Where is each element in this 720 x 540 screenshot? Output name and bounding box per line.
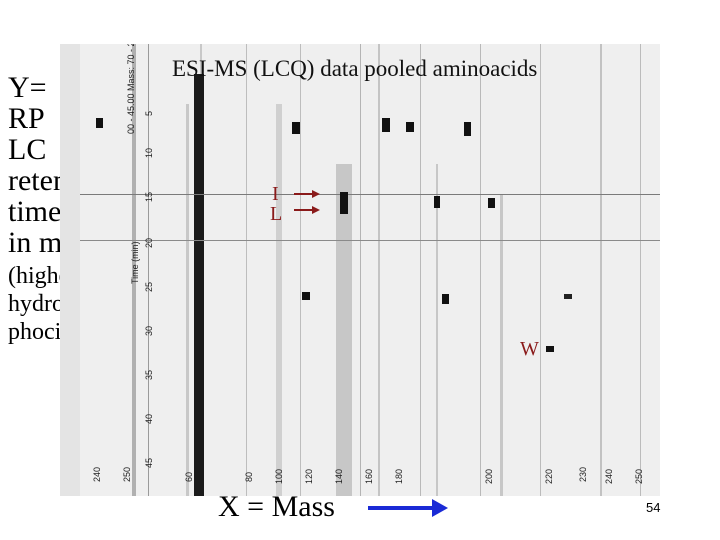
x-arrow-icon [368, 499, 448, 517]
lcms-plot: 00 - 45.00 Mass: 70 - 250 NL: 2.93E7 Tim… [60, 44, 660, 496]
x-tick-label: 180 [394, 468, 404, 484]
plot-title: ESI-MS (LCQ) data pooled aminoacids [172, 56, 538, 81]
x-extra-label: 240 [92, 466, 102, 482]
y-axis-header: 00 - 45.00 Mass: 70 - 250 NL: 2.93E7 [126, 44, 136, 134]
x-tick-label: 220 [544, 468, 554, 484]
annotation-l: L [270, 203, 283, 225]
y-tick-label: 40 [144, 413, 154, 424]
x-tick-label: 200 [484, 468, 494, 484]
x-right-label: 230 [578, 466, 588, 482]
x-tick-label: 160 [364, 468, 374, 484]
y-tick-label: 20 [144, 237, 154, 248]
annotation-i: I [272, 183, 279, 205]
x-tick-label: 100 [274, 468, 284, 484]
y-tick-label: 25 [144, 281, 154, 292]
annotation-w: W [520, 338, 539, 360]
x-right-label: 250 [634, 468, 644, 484]
label-line: LC [8, 133, 47, 166]
x-axis-label: X = Mass [218, 490, 335, 523]
y-tick-label: 45 [144, 457, 154, 468]
x-tick-label: 80 [244, 471, 254, 482]
x-extra-label: 250 [122, 466, 132, 482]
y-axis-title: Time (min) [130, 241, 140, 284]
x-tick-label: 140 [334, 468, 344, 484]
y-tick-label: 5 [144, 110, 154, 116]
y-tick-label: 30 [144, 325, 154, 336]
annotation-arrows-icon [294, 190, 320, 214]
x-tick-label: 120 [304, 468, 314, 484]
x-tick-label: 60 [184, 471, 194, 482]
y-tick-label: 15 [144, 191, 154, 202]
slide-number: 54 [646, 500, 661, 515]
x-tick-label: 240 [604, 468, 614, 484]
y-tick-label: 10 [144, 147, 154, 158]
y-tick-label: 35 [144, 369, 154, 380]
label-line: Y= [8, 71, 47, 104]
label-line: RP [8, 102, 45, 135]
label-line: time [8, 195, 62, 228]
